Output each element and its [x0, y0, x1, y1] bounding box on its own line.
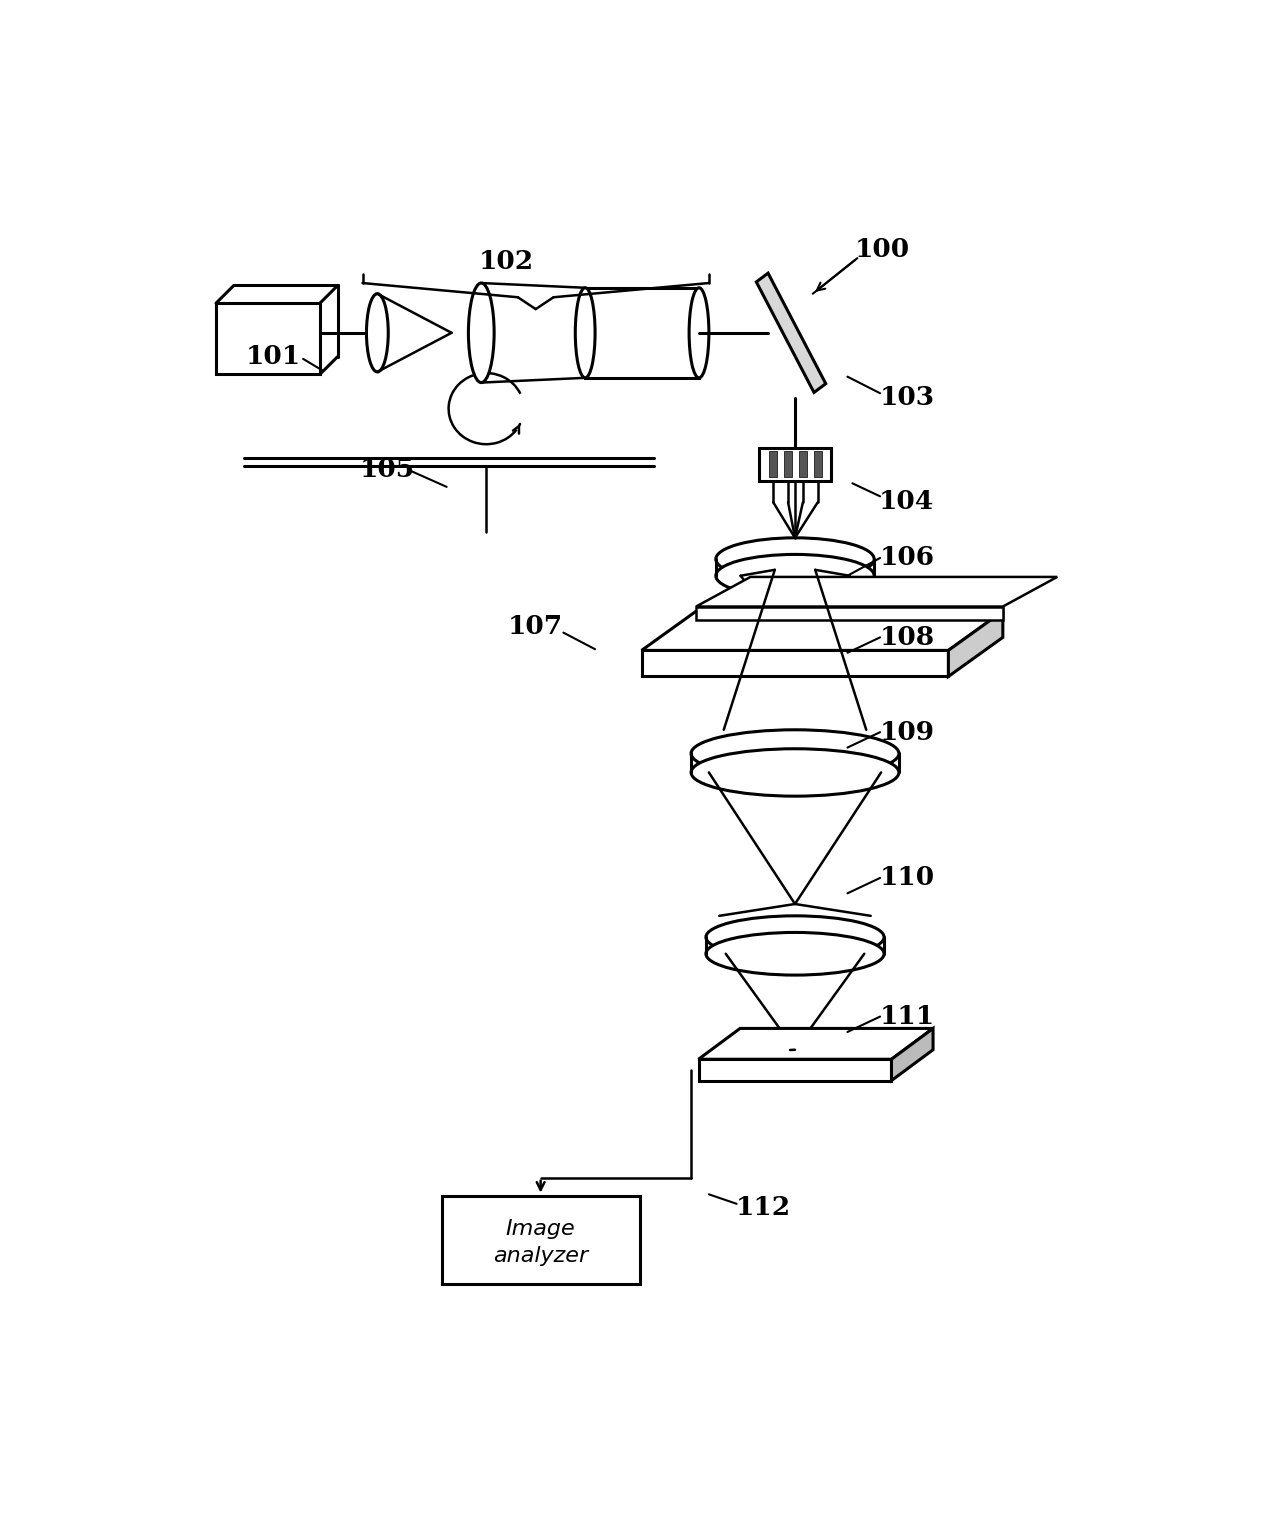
Bar: [760, 448, 830, 480]
Text: 104: 104: [879, 488, 935, 514]
Text: 111: 111: [880, 1003, 935, 1030]
Ellipse shape: [366, 294, 388, 372]
Polygon shape: [641, 651, 949, 677]
Ellipse shape: [691, 729, 899, 777]
Ellipse shape: [469, 283, 494, 383]
Ellipse shape: [575, 288, 595, 379]
Bar: [799, 451, 807, 477]
Text: Image: Image: [506, 1219, 576, 1239]
Text: 112: 112: [736, 1194, 790, 1220]
Polygon shape: [699, 1059, 891, 1080]
Polygon shape: [696, 577, 1057, 606]
Ellipse shape: [690, 288, 709, 379]
Polygon shape: [756, 272, 826, 392]
Text: 101: 101: [246, 345, 301, 369]
Text: 109: 109: [880, 720, 935, 745]
Text: analyzer: analyzer: [493, 1247, 589, 1267]
Bar: [813, 451, 821, 477]
Bar: [442, 1196, 640, 1285]
Polygon shape: [641, 611, 1002, 651]
Text: 102: 102: [479, 249, 534, 274]
Polygon shape: [891, 1028, 933, 1080]
Text: 110: 110: [880, 865, 935, 891]
Ellipse shape: [691, 749, 899, 796]
Bar: [216, 303, 321, 374]
Ellipse shape: [706, 916, 884, 959]
Polygon shape: [696, 606, 1002, 620]
Text: 106: 106: [880, 545, 935, 571]
Bar: [769, 451, 778, 477]
Bar: [784, 451, 792, 477]
Text: 105: 105: [360, 457, 415, 482]
Ellipse shape: [716, 554, 875, 597]
Text: 103: 103: [880, 385, 935, 411]
Ellipse shape: [716, 537, 875, 580]
Polygon shape: [699, 1028, 933, 1059]
Polygon shape: [949, 611, 1002, 677]
Text: 100: 100: [854, 237, 909, 262]
Ellipse shape: [706, 933, 884, 976]
Bar: [585, 288, 699, 379]
Text: 108: 108: [880, 625, 935, 649]
Text: 107: 107: [508, 614, 563, 639]
